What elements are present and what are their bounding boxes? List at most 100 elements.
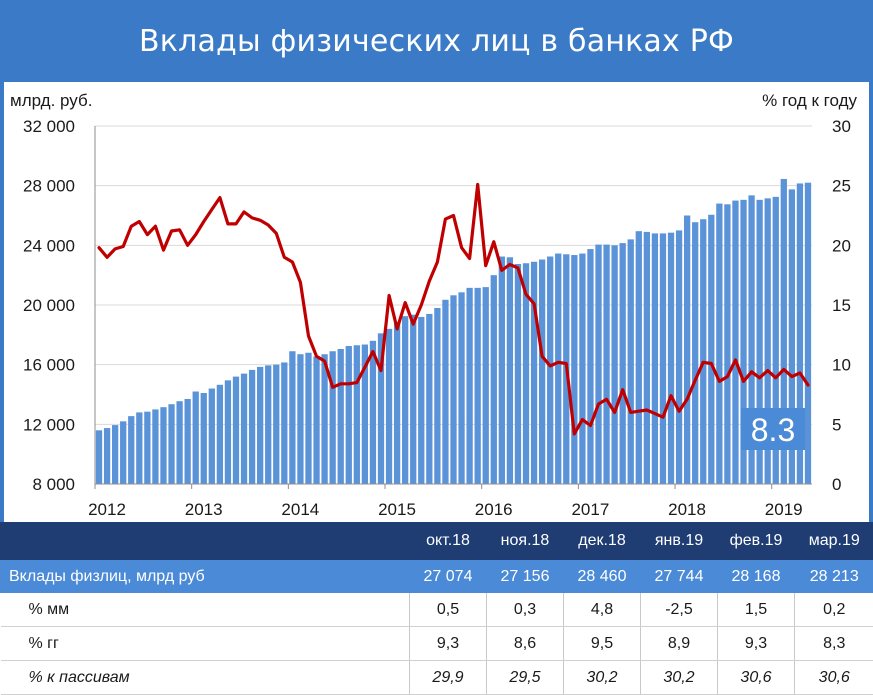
stats-table: окт.18 ноя.18 дек.18 янв.19 фев.19 мар.1… (0, 522, 873, 695)
bar (354, 345, 360, 484)
table-row-label: % к пассивам (1, 661, 410, 695)
x-tick-label: 2017 (571, 500, 609, 519)
bar (466, 288, 472, 484)
last-value-box: 8.3 (741, 408, 805, 450)
x-tick-label: 2014 (281, 500, 319, 519)
bar (225, 380, 231, 484)
bar (628, 239, 634, 484)
title-banner: Вклады физических лиц в банках РФ (0, 0, 873, 82)
bar (96, 430, 102, 484)
bar (305, 353, 311, 484)
bar (660, 233, 666, 484)
table-header-cell: окт.18 (410, 522, 487, 560)
bar (555, 254, 561, 484)
table-cell: 8,6 (487, 627, 564, 661)
table-header-cell: ноя.18 (487, 522, 564, 560)
bar (297, 354, 303, 484)
table-cell: 8,3 (795, 627, 873, 661)
bar (201, 393, 207, 484)
left-tick-label: 20 000 (23, 296, 75, 315)
left-tick-label: 12 000 (23, 415, 75, 434)
bar (176, 401, 182, 484)
table-row-share-liabilities: % к пассивам 29,9 29,5 30,2 30,2 30,6 30… (1, 661, 873, 695)
bar (394, 322, 400, 484)
bar (450, 295, 456, 484)
x-tick-label: 2013 (185, 500, 223, 519)
bar (410, 315, 416, 484)
bar (193, 392, 199, 484)
bar (217, 385, 223, 484)
right-tick-label: 5 (832, 415, 841, 434)
table-cell: 27 074 (410, 560, 487, 593)
bar (281, 362, 287, 484)
table-row-label: Вклады физлиц, млрд руб (1, 560, 410, 593)
x-tick-label: 2016 (475, 500, 513, 519)
bar (547, 257, 553, 484)
table-cell: 28 213 (795, 560, 873, 593)
right-tick-label: 10 (832, 356, 851, 375)
bar (330, 351, 336, 484)
bar (273, 365, 279, 484)
bar (233, 377, 239, 484)
bar (491, 275, 497, 484)
bar (668, 233, 674, 484)
left-tick-label: 16 000 (23, 356, 75, 375)
table-cell: 8,9 (641, 627, 718, 661)
bar (692, 222, 698, 484)
bar (144, 412, 150, 484)
bar (805, 183, 811, 484)
bar (724, 204, 730, 484)
bar (644, 232, 650, 484)
bar (168, 404, 174, 484)
table-cell: 9,5 (564, 627, 641, 661)
bar (370, 341, 376, 484)
table-cell: -2,5 (641, 593, 718, 627)
bar (708, 215, 714, 484)
right-tick-label: 25 (832, 177, 851, 196)
table-cell: 30,6 (718, 661, 795, 695)
bar (128, 416, 134, 484)
table-cell: 28 168 (718, 560, 795, 593)
x-tick-label: 2015 (378, 500, 416, 519)
table-cell: 0,5 (410, 593, 487, 627)
bar (684, 216, 690, 485)
bar (507, 257, 513, 484)
x-tick-label: 2019 (765, 500, 803, 519)
bar (346, 346, 352, 484)
bar (483, 287, 489, 484)
x-tick-label: 2018 (668, 500, 706, 519)
bar (475, 288, 481, 484)
bar (152, 409, 158, 484)
table-cell: 30,2 (641, 661, 718, 695)
bar (571, 255, 577, 484)
bar (539, 260, 545, 484)
table-header-row: окт.18 ноя.18 дек.18 янв.19 фев.19 мар.1… (1, 522, 873, 560)
bar (120, 421, 126, 484)
bar (531, 262, 537, 484)
table-row-label: % гг (1, 627, 410, 661)
table-cell: 4,8 (564, 593, 641, 627)
table-cell: 30,2 (564, 661, 641, 695)
table-header-cell: фев.19 (718, 522, 795, 560)
bar (289, 351, 295, 484)
bar (499, 257, 505, 484)
bar (402, 316, 408, 484)
table-cell: 29,9 (410, 661, 487, 695)
bar (112, 425, 118, 484)
table-header-cell: мар.19 (795, 522, 873, 560)
bar (426, 314, 432, 484)
bar (603, 245, 609, 484)
bar (249, 370, 255, 484)
table-row-label: % мм (1, 593, 410, 627)
bar (185, 399, 191, 484)
bar (386, 329, 392, 484)
bar (515, 264, 521, 484)
bar (636, 231, 642, 484)
right-tick-label: 0 (832, 475, 841, 494)
table-row-yoy: % гг 9,3 8,6 9,5 8,9 9,3 8,3 (1, 627, 873, 661)
bar (265, 365, 271, 484)
bar (611, 245, 617, 484)
right-tick-label: 30 (832, 117, 851, 136)
